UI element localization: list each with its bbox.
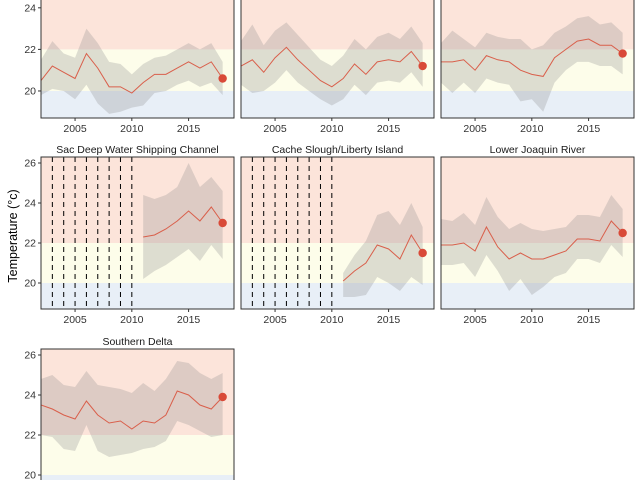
chart-panel-4: Sac Deep Water Shipping Channel 20 22 24 26 2… bbox=[24, 144, 235, 326]
band-moderate bbox=[41, 243, 234, 283]
band-warm bbox=[41, 349, 234, 435]
band-cool bbox=[241, 90, 434, 118]
plot-area bbox=[41, 0, 234, 118]
y-tick-label: 22 bbox=[24, 44, 36, 56]
band-warm bbox=[441, 157, 634, 243]
band-moderate bbox=[41, 49, 234, 91]
x-tick-label: 2015 bbox=[377, 314, 401, 326]
plot-area bbox=[41, 157, 234, 309]
chart-panel-7: Southern Delta 20 22 24 26 bbox=[24, 336, 235, 480]
x-tick-label: 2015 bbox=[577, 314, 601, 326]
panel-frame bbox=[440, 156, 635, 310]
chart-panel-6: Lower Joaquin River 2005 2010 2015 bbox=[440, 144, 635, 326]
x-tick-label: 2005 bbox=[463, 314, 487, 326]
range-ribbon bbox=[441, 16, 623, 112]
band-cool bbox=[41, 283, 234, 309]
series-line bbox=[441, 38, 623, 77]
x-tick-label: 2010 bbox=[120, 123, 144, 135]
latest-year-point bbox=[218, 392, 227, 402]
latest-year-point bbox=[218, 218, 227, 228]
band-cool bbox=[441, 90, 634, 118]
y-tick-label: 20 bbox=[24, 470, 36, 480]
x-tick-label: 2010 bbox=[320, 314, 344, 326]
latest-year-point bbox=[418, 248, 427, 258]
band-moderate bbox=[441, 49, 634, 91]
y-axis-title: Temperature (°c) bbox=[6, 189, 20, 282]
x-tick-label: 2015 bbox=[577, 123, 601, 135]
latest-year-point bbox=[618, 49, 627, 58]
y-tick-label: 24 bbox=[24, 2, 36, 14]
band-warm bbox=[241, 157, 434, 243]
latest-year-point bbox=[218, 74, 227, 83]
y-tick-label: 24 bbox=[24, 390, 36, 402]
band-warm bbox=[41, 157, 234, 243]
y-tick-label: 20 bbox=[24, 278, 36, 290]
panel-title: Southern Delta bbox=[102, 336, 172, 348]
range-ribbon bbox=[241, 22, 423, 106]
band-cool bbox=[41, 475, 234, 480]
y-tick-label: 22 bbox=[24, 238, 36, 250]
latest-year-point bbox=[418, 61, 427, 71]
panel-frame bbox=[240, 156, 435, 310]
y-tick-label: 26 bbox=[24, 350, 36, 362]
series-line bbox=[143, 206, 224, 238]
range-ribbon bbox=[143, 163, 223, 279]
panel-title: Sac Deep Water Shipping Channel bbox=[56, 144, 218, 156]
x-tick-label: 2010 bbox=[520, 123, 544, 135]
range-ribbon bbox=[41, 28, 223, 114]
band-cool bbox=[41, 90, 234, 118]
x-tick-label: 2005 bbox=[63, 123, 87, 135]
series-line bbox=[342, 233, 424, 282]
panel-title: Lower Joaquin River bbox=[490, 144, 586, 156]
band-moderate bbox=[41, 435, 234, 475]
series-line bbox=[241, 46, 424, 88]
range-ribbon bbox=[343, 203, 423, 297]
y-tick-label: 24 bbox=[24, 198, 36, 210]
x-tick-label: 2010 bbox=[320, 123, 344, 135]
panel-frame bbox=[40, 348, 235, 480]
series-line bbox=[41, 390, 224, 430]
range-ribbon bbox=[441, 195, 623, 295]
x-tick-label: 2015 bbox=[177, 314, 201, 326]
chart-panel-3: 2005 2010 2015 bbox=[440, 0, 635, 135]
plot-area bbox=[441, 0, 634, 118]
y-tick-label: 22 bbox=[24, 430, 36, 442]
x-tick-label: 2005 bbox=[63, 314, 87, 326]
plot-area bbox=[241, 0, 434, 118]
band-warm bbox=[41, 0, 234, 50]
x-tick-label: 2015 bbox=[377, 123, 401, 135]
series-line bbox=[441, 220, 624, 260]
x-tick-label: 2005 bbox=[263, 123, 287, 135]
plot-area bbox=[241, 157, 434, 309]
chart-panel-2: 2005 2010 2015 bbox=[240, 0, 435, 135]
band-warm bbox=[441, 0, 634, 50]
band-cool bbox=[441, 283, 634, 309]
chart-panel-1: 20 22 24 2005 2010 2015 bbox=[24, 0, 235, 135]
band-moderate bbox=[241, 243, 434, 283]
band-cool bbox=[241, 283, 434, 309]
panel-frame bbox=[40, 156, 235, 310]
x-tick-label: 2005 bbox=[463, 123, 487, 135]
x-tick-label: 2005 bbox=[263, 314, 287, 326]
plot-area bbox=[41, 349, 234, 480]
y-tick-label: 26 bbox=[24, 158, 36, 170]
panel-title: Cache Slough/Liberty Island bbox=[272, 144, 403, 156]
x-tick-label: 2010 bbox=[520, 314, 544, 326]
x-tick-label: 2015 bbox=[177, 123, 201, 135]
latest-year-point bbox=[618, 228, 627, 238]
band-moderate bbox=[241, 49, 434, 91]
band-warm bbox=[241, 0, 434, 50]
plot-area bbox=[441, 157, 634, 309]
x-tick-label: 2010 bbox=[120, 314, 144, 326]
chart-panel-5: Cache Slough/Liberty Island 2005 2010 2015 bbox=[240, 144, 435, 326]
series-line bbox=[41, 52, 224, 94]
panel-frame bbox=[40, 0, 235, 119]
panel-frame bbox=[440, 0, 635, 119]
range-ribbon bbox=[41, 361, 223, 457]
panel-frame bbox=[240, 0, 435, 119]
y-tick-label: 20 bbox=[24, 85, 36, 97]
